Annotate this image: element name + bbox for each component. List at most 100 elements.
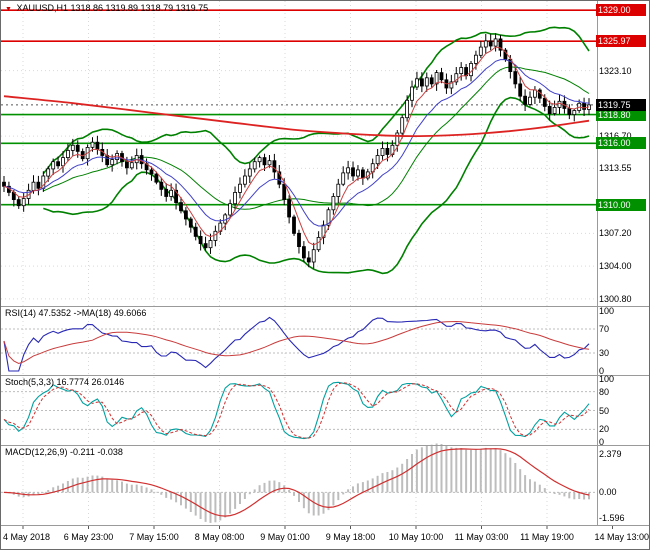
candle [326, 207, 331, 230]
candle [405, 95, 410, 122]
candle [395, 130, 400, 152]
symbol-title: XAUUSD,H1 [16, 3, 68, 13]
candle [61, 151, 65, 173]
candle [306, 251, 311, 268]
price-axis[interactable]: 1323.10 1316.70 1313.55 1307.20 1304.00 1300.… [595, 1, 649, 526]
stoch-scale-label: 50 [599, 406, 610, 416]
candle [301, 241, 306, 263]
macd-bar [283, 485, 286, 493]
time-label: 10 May 10:00 [388, 532, 444, 542]
macd-bar [145, 487, 148, 493]
macd-bar [62, 483, 64, 493]
candle [434, 70, 439, 91]
macd-bar [135, 484, 138, 493]
macd-bar [435, 443, 438, 493]
macd-bar [543, 488, 546, 493]
macd-bar [509, 457, 512, 493]
candle [66, 143, 70, 162]
time-label: 8 May 08:00 [194, 532, 245, 542]
macd-bar [578, 492, 581, 499]
macd-bar [86, 476, 89, 493]
macd-bar [219, 492, 222, 521]
macd-bar [17, 492, 20, 497]
macd-bar [189, 492, 192, 512]
candle [223, 213, 228, 231]
bollinger-lower-line [43, 96, 590, 275]
macd-bar [170, 492, 173, 500]
candle [567, 104, 572, 120]
candle [129, 156, 134, 170]
macd-bar [445, 446, 448, 493]
candle [370, 158, 375, 179]
macd-bar [484, 447, 487, 493]
candle [257, 155, 262, 168]
candle [464, 64, 469, 80]
price-tick-label: 1313.55 [599, 163, 632, 173]
candle [380, 141, 385, 160]
macd-bar [273, 480, 276, 493]
candle [424, 72, 429, 92]
macd-bar [37, 492, 40, 495]
macd-bar [401, 463, 404, 493]
macd-bar [106, 478, 109, 493]
time-label: 4 May 2018 [3, 532, 51, 542]
time-label: 9 May 18:00 [325, 532, 376, 542]
candle [552, 100, 557, 116]
macd-bar [268, 480, 271, 493]
candle [272, 153, 277, 179]
candle [478, 40, 483, 59]
candle [213, 225, 218, 247]
candle [459, 62, 464, 81]
macd-bar [376, 475, 379, 493]
macd-bar [332, 492, 335, 506]
candle [159, 177, 164, 196]
macd-bar [573, 492, 576, 500]
candle [51, 158, 56, 175]
macd-bar [499, 450, 502, 493]
candle [292, 214, 296, 236]
macd-bar [184, 492, 187, 509]
macd-bar [514, 463, 517, 493]
time-label: 11 May 03:00 [454, 532, 509, 542]
macd-bar [278, 482, 281, 493]
macd-bar [352, 486, 354, 493]
macd-bar [121, 481, 123, 493]
candle [198, 230, 203, 251]
macd-bar [155, 491, 158, 493]
macd-bar [116, 480, 119, 493]
candle [582, 97, 586, 116]
macd-bar [111, 479, 114, 493]
candle [537, 88, 542, 103]
candle [587, 98, 591, 115]
macd-bar [474, 449, 477, 493]
candle [557, 94, 562, 115]
support-price-label: 1310.00 [596, 199, 646, 211]
macd-bar [258, 485, 261, 493]
candle [36, 175, 41, 196]
rsi-scale-label: 0 [599, 366, 605, 376]
macd-bar [42, 492, 45, 493]
candle [203, 236, 208, 251]
time-label: 11 May 19:00 [520, 532, 574, 542]
candle [95, 135, 100, 155]
stoch-k-line [3, 381, 590, 440]
stoch-scale-label: 0 [599, 437, 605, 447]
candle [287, 195, 292, 224]
macd-bar [548, 491, 551, 493]
time-axis[interactable]: 4 May 2018 6 May 23:00 7 May 15:00 8 May 08… [1, 527, 649, 549]
macd-bar [317, 492, 320, 516]
macd-bar [504, 453, 507, 493]
price-tick-label: 1300.80 [599, 294, 632, 304]
macd-bar [96, 475, 99, 493]
macd-bar [440, 444, 443, 493]
macd-bar [366, 480, 369, 493]
macd-bar [288, 490, 291, 493]
macd-bar [519, 469, 522, 493]
candle [56, 156, 60, 169]
macd-bar [425, 445, 428, 493]
macd-bar [81, 477, 84, 493]
macd-bar [312, 492, 315, 516]
candle [400, 114, 405, 139]
